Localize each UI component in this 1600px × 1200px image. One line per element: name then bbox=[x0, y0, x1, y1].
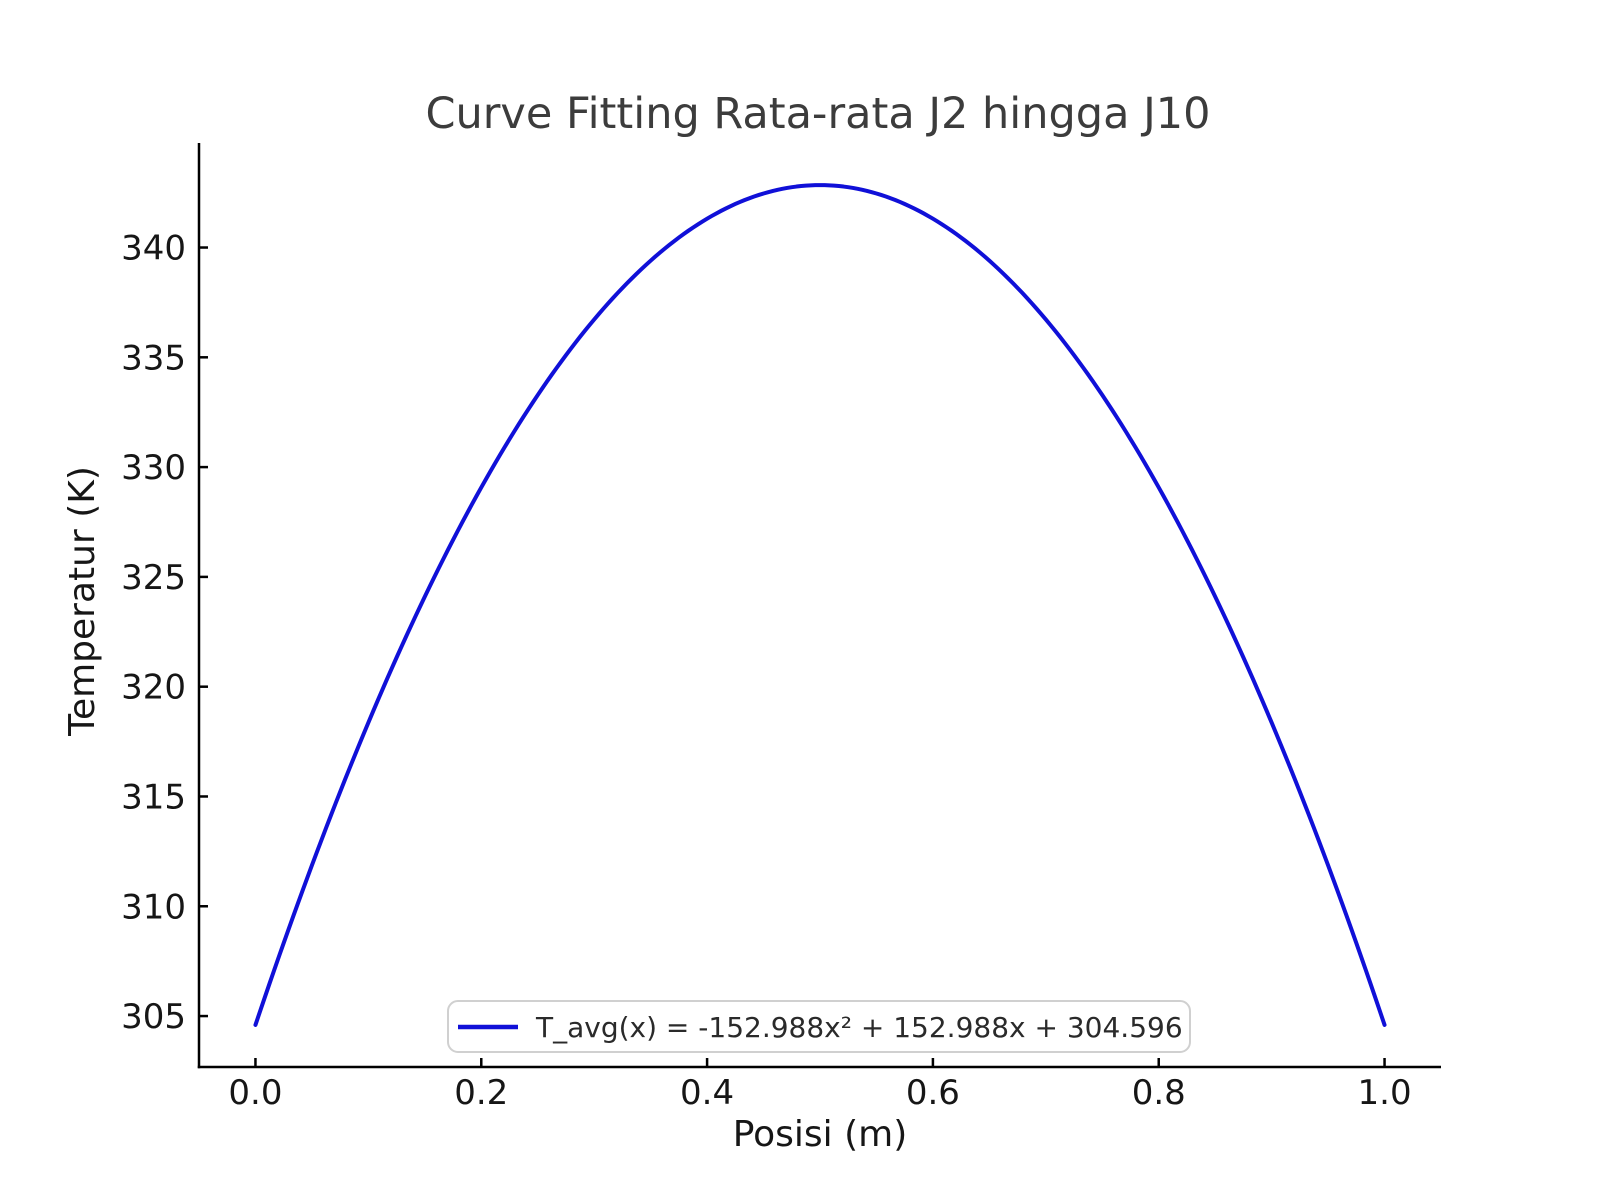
x-tick-label: 0.2 bbox=[454, 1073, 508, 1113]
x-tick-label: 0.0 bbox=[228, 1073, 282, 1113]
x-axis-ticks: 0.0 0.2 0.4 0.6 0.8 1.0 bbox=[228, 1058, 1412, 1113]
axes-spines bbox=[197, 143, 1441, 1069]
x-tick-label: 0.6 bbox=[906, 1073, 960, 1113]
y-tick-label: 330 bbox=[121, 448, 186, 488]
x-axis-label: Posisi (m) bbox=[733, 1114, 908, 1155]
y-tick-label: 340 bbox=[121, 229, 186, 269]
y-tick-label: 320 bbox=[121, 668, 186, 708]
y-tick-label: 310 bbox=[121, 887, 186, 927]
y-tick-label: 305 bbox=[121, 997, 186, 1037]
y-tick-label: 315 bbox=[121, 777, 186, 817]
y-tick-label: 325 bbox=[121, 558, 186, 598]
legend: T_avg(x) = -152.988x² + 152.988x + 304.5… bbox=[447, 1000, 1191, 1053]
y-tick-label: 335 bbox=[121, 338, 186, 378]
y-axis-ticks: 305 310 315 320 325 330 335 340 bbox=[121, 229, 208, 1037]
x-tick-label: 0.4 bbox=[680, 1073, 734, 1113]
x-tick-label: 0.8 bbox=[1132, 1073, 1186, 1113]
fit-curve bbox=[253, 183, 1387, 1027]
legend-box bbox=[447, 1000, 1191, 1053]
fit-curve-group bbox=[253, 183, 1387, 1027]
x-tick-label: 1.0 bbox=[1358, 1073, 1412, 1113]
y-axis-label: Temperatur (K) bbox=[62, 466, 103, 737]
chart-title: Curve Fitting Rata-rata J2 hingga J10 bbox=[425, 89, 1210, 139]
legend-entry-label: T_avg(x) = -152.988x² + 152.988x + 304.5… bbox=[535, 1011, 1183, 1044]
